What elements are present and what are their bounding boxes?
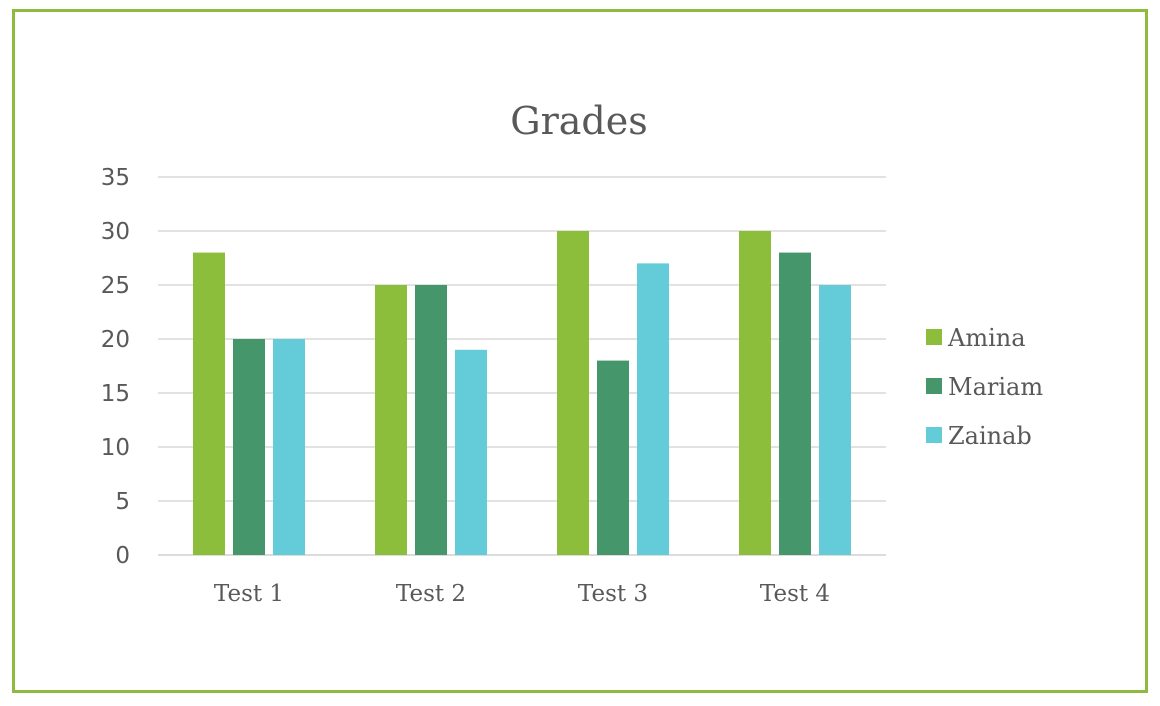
y-tick-label: 10: [101, 435, 130, 461]
y-tick-label: 5: [115, 489, 130, 515]
y-tick-label: 0: [115, 543, 130, 569]
y-tick-label: 30: [101, 219, 130, 245]
bar-amina-test-2: [375, 285, 407, 555]
x-category-label: Test 4: [760, 581, 830, 607]
x-category-label: Test 3: [578, 581, 648, 607]
bar-mariam-test-1: [233, 339, 265, 555]
bars: [193, 231, 851, 555]
bar-amina-test-4: [739, 231, 771, 555]
bar-amina-test-1: [193, 252, 225, 555]
legend-label: Zainab: [948, 422, 1032, 450]
y-axis-ticks: 0 5 10 15 20 25 30 35: [101, 165, 130, 569]
bar-zainab-test-2: [455, 349, 487, 555]
legend-swatch: [926, 329, 942, 345]
x-category-label: Test 1: [214, 581, 284, 607]
y-tick-label: 25: [101, 273, 130, 299]
bar-mariam-test-3: [597, 360, 629, 555]
legend: Amina Mariam Zainab: [926, 324, 1043, 450]
bar-zainab-test-3: [637, 263, 669, 555]
legend-label: Mariam: [948, 373, 1043, 401]
bar-mariam-test-4: [779, 252, 811, 555]
bar-zainab-test-4: [819, 285, 851, 555]
x-category-label: Test 2: [396, 581, 466, 607]
x-axis-categories: Test 1 Test 2 Test 3 Test 4: [214, 581, 830, 607]
legend-swatch: [926, 378, 942, 394]
bar-amina-test-3: [557, 231, 589, 555]
gridlines: [158, 176, 886, 556]
bar-zainab-test-1: [273, 339, 305, 555]
legend-label: Amina: [947, 324, 1026, 352]
y-tick-label: 15: [101, 381, 130, 407]
bar-mariam-test-2: [415, 285, 447, 555]
legend-swatch: [926, 427, 942, 443]
chart-title: Grades: [510, 99, 648, 143]
y-tick-label: 20: [101, 327, 130, 353]
y-tick-label: 35: [101, 165, 130, 191]
